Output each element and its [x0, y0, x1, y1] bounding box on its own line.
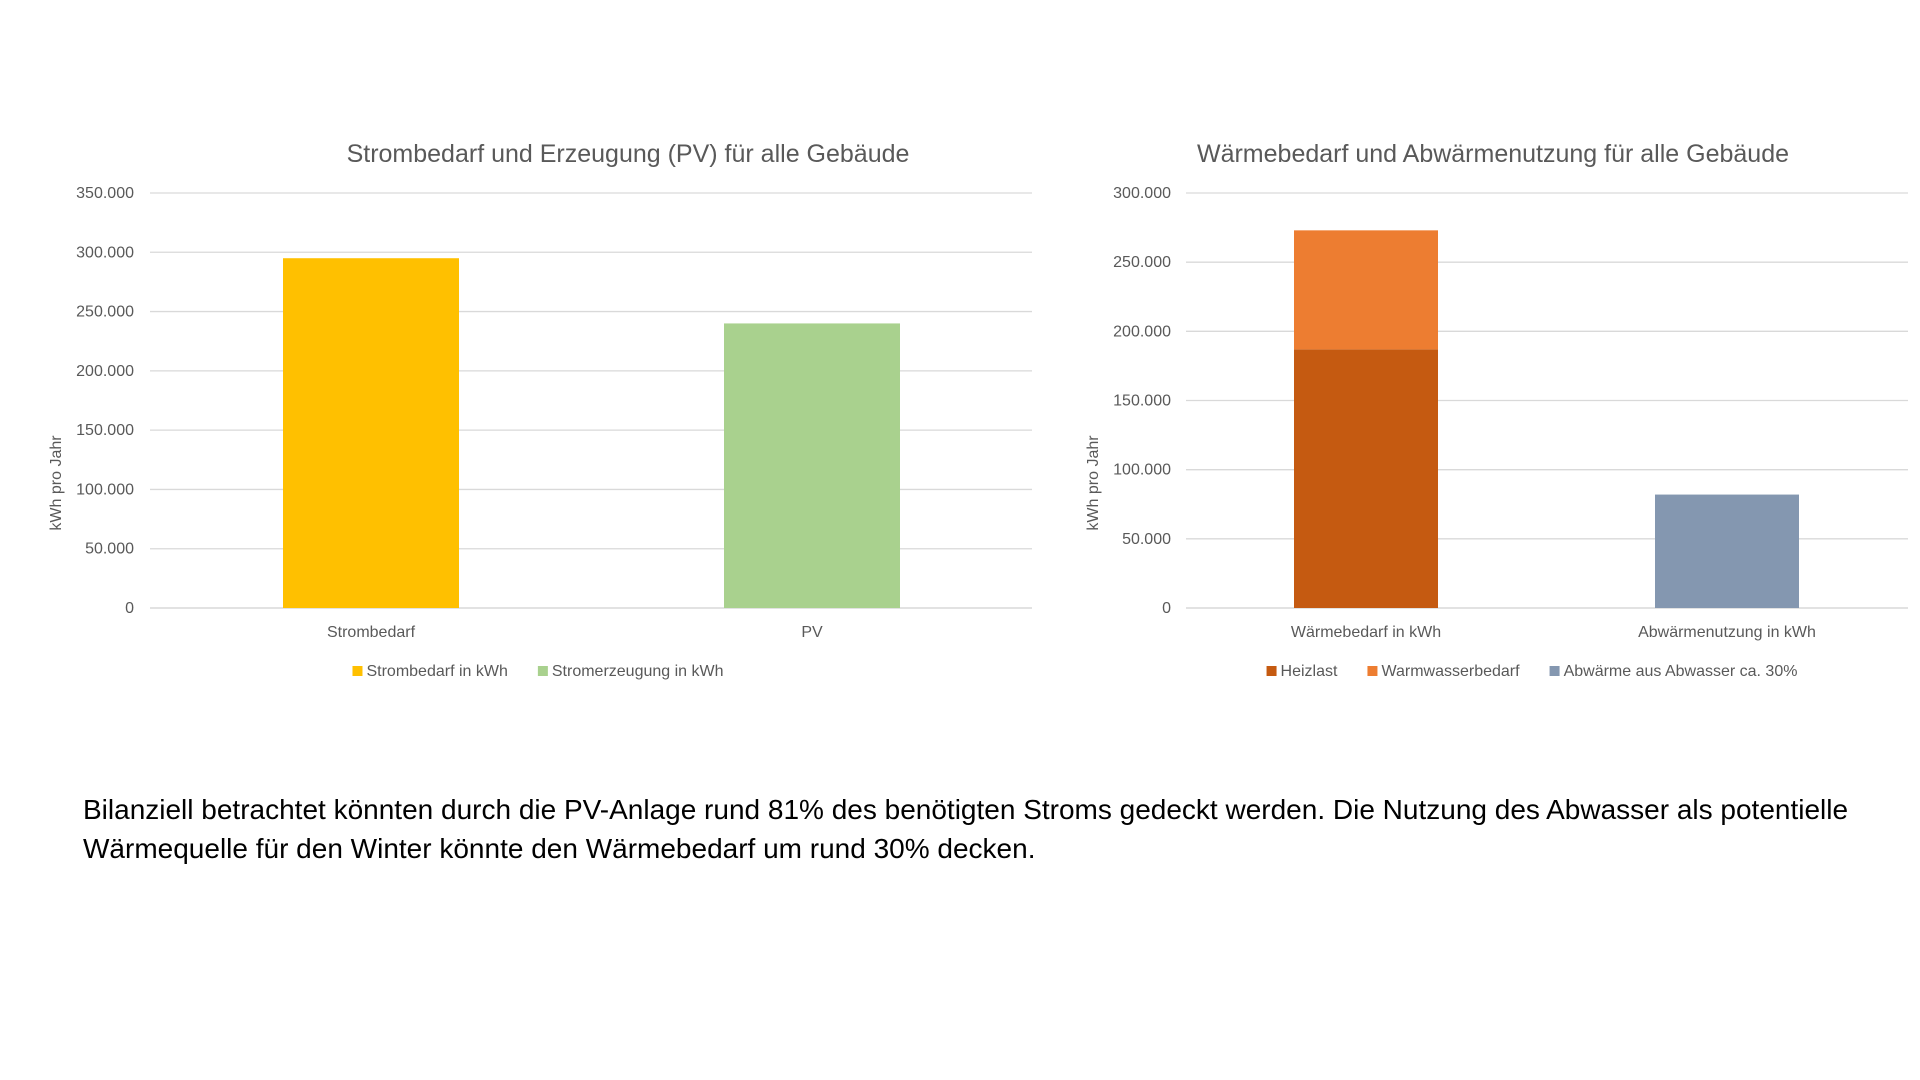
y-tick-label: 350.000: [76, 185, 134, 202]
category-label: Strombedarf: [327, 624, 416, 641]
bar-heizlast: [1294, 349, 1438, 608]
heat-chart: Wärmebedarf und Abwärmenutzung für alle …: [1085, 140, 1908, 680]
y-tick-label: 50.000: [85, 541, 134, 558]
category-label: PV: [801, 624, 823, 641]
legend-label: Heizlast: [1281, 663, 1338, 680]
y-tick-label: 100.000: [76, 481, 134, 498]
y-tick-label: 150.000: [76, 422, 134, 439]
legend-swatch: [1367, 666, 1378, 676]
legend-label: Warmwasserbedarf: [1381, 663, 1520, 680]
bar-stromerzeugung-in-kwh: [724, 323, 900, 608]
legend-item: Strombedarf in kWh: [352, 663, 508, 680]
legend-label: Strombedarf in kWh: [366, 663, 507, 680]
chart-title: Strombedarf und Erzeugung (PV) für alle …: [347, 140, 910, 168]
electricity-chart: Strombedarf und Erzeugung (PV) für alle …: [48, 140, 1032, 680]
category-label: Abwärmenutzung in kWh: [1638, 624, 1816, 641]
y-tick-label: 0: [1162, 600, 1171, 617]
legend-item: Warmwasserbedarf: [1367, 663, 1520, 680]
y-tick-label: 100.000: [1113, 462, 1171, 479]
y-tick-label: 250.000: [1113, 254, 1171, 271]
bar-strombedarf-in-kwh: [283, 258, 459, 608]
legend-swatch: [1266, 666, 1277, 676]
y-tick-label: 300.000: [76, 244, 134, 261]
legend-item: Abwärme aus Abwasser ca. 30%: [1549, 663, 1798, 680]
legend-item: Stromerzeugung in kWh: [537, 663, 724, 680]
summary-text: Bilanziell betrachtet könnten durch die …: [83, 794, 1849, 864]
legend-item: Heizlast: [1266, 663, 1338, 680]
legend-label: Abwärme aus Abwasser ca. 30%: [1564, 663, 1798, 680]
y-tick-label: 250.000: [76, 304, 134, 321]
bar-warmwasserbedarf: [1294, 230, 1438, 350]
y-axis-title: kWh pro Jahr: [1085, 435, 1102, 531]
legend-swatch: [352, 666, 363, 676]
y-tick-label: 300.000: [1113, 185, 1171, 202]
y-axis-title: kWh pro Jahr: [48, 435, 65, 531]
y-tick-label: 150.000: [1113, 393, 1171, 410]
y-tick-label: 50.000: [1122, 531, 1171, 548]
y-tick-label: 200.000: [1113, 323, 1171, 340]
chart-title: Wärmebedarf und Abwärmenutzung für alle …: [1197, 140, 1789, 168]
y-tick-label: 200.000: [76, 363, 134, 380]
legend-swatch: [537, 666, 548, 676]
legend-label: Stromerzeugung in kWh: [552, 663, 724, 680]
legend-swatch: [1549, 666, 1560, 676]
bar-abwaerme-aus-abwasser-ca-30: [1655, 494, 1799, 608]
category-label: Wärmebedarf in kWh: [1291, 624, 1441, 641]
y-tick-label: 0: [125, 600, 134, 617]
